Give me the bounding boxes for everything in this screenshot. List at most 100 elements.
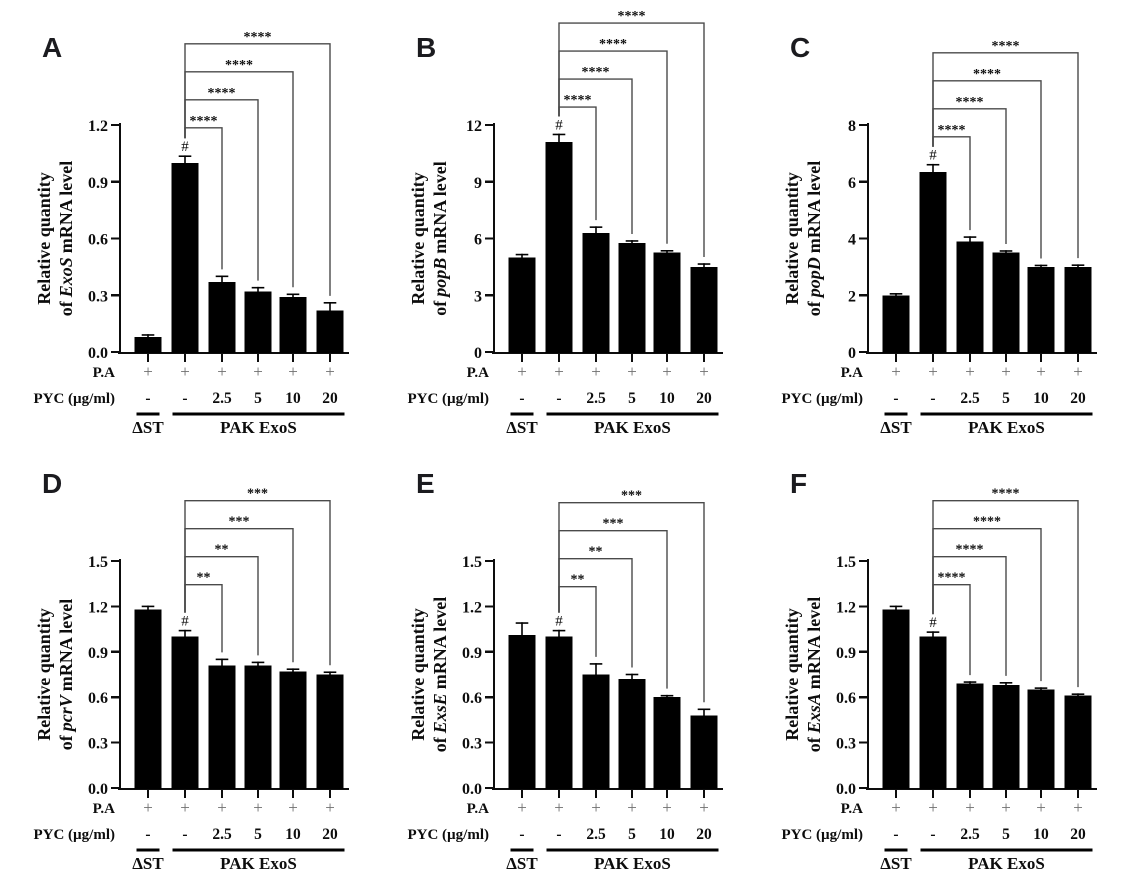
significance-bracket	[932, 527, 1042, 682]
y-tick-label: 1.2	[88, 118, 108, 135]
pa-value: +	[288, 798, 298, 817]
pyc-value: 2.5	[586, 390, 606, 407]
y-tick-label: 0.0	[88, 781, 108, 798]
y-tick-label: 0.9	[836, 645, 856, 662]
y-axis-label-line2: of ExoS mRNA level	[56, 161, 76, 317]
pyc-value: 20	[322, 390, 338, 407]
significance-label: ****	[992, 487, 1020, 502]
y-axis-label-tail: mRNA level	[804, 161, 824, 253]
y-axis-label-line2: of ExsA mRNA level	[804, 597, 824, 753]
significance-bracket	[558, 50, 668, 244]
pyc-value: 10	[659, 390, 675, 407]
pyc-value: 20	[1070, 826, 1086, 843]
significance-label: ****	[973, 515, 1001, 530]
y-axis-label-line1: Relative quantity	[408, 608, 428, 741]
pyc-value: 5	[254, 826, 262, 843]
pa-value: +	[217, 798, 227, 817]
pa-value: +	[143, 798, 153, 817]
hash-marker: #	[181, 614, 189, 630]
bar	[316, 310, 344, 353]
chart-panel-a: A Relative quantity of ExoS mRNA level 0.0 0.3…	[0, 0, 374, 436]
pyc-row-label: PYC (µg/ml)	[407, 827, 489, 843]
y-tick-label: 0.0	[88, 345, 108, 362]
bar	[992, 252, 1020, 353]
panel-letter: C	[790, 32, 810, 63]
pa-value: +	[591, 362, 601, 381]
significance-label: ***	[603, 517, 624, 532]
pyc-value: 10	[1033, 826, 1049, 843]
y-tick-label: 4	[848, 232, 856, 249]
pyc-value: 20	[322, 826, 338, 843]
y-tick-label: 0.9	[462, 645, 482, 662]
pyc-value: 5	[1002, 826, 1010, 843]
y-axis-label-line2: ofpopB mRNA level	[430, 161, 450, 316]
significance-label: ****	[190, 114, 218, 129]
pyc-value: 2.5	[960, 826, 980, 843]
bar	[279, 297, 307, 353]
hash-marker: #	[181, 139, 189, 155]
y-axis-label-line2: ofpopD mRNA level	[804, 161, 824, 316]
bar	[171, 162, 199, 353]
pyc-value: -	[893, 826, 898, 843]
panel-letter: E	[416, 468, 435, 499]
bar	[208, 282, 236, 353]
pa-value: +	[965, 798, 975, 817]
pyc-value: -	[556, 390, 561, 407]
pyc-value: -	[930, 390, 935, 407]
bar	[919, 636, 947, 789]
significance-label: ****	[938, 123, 966, 138]
y-tick-label: 8	[848, 118, 856, 135]
pa-row-label: P.A	[467, 801, 490, 817]
pyc-value: 5	[628, 826, 636, 843]
pa-value: +	[1073, 362, 1083, 381]
pyc-value: 2.5	[960, 390, 980, 407]
y-tick-label: 0	[848, 345, 856, 362]
pyc-value: -	[145, 826, 150, 843]
bar	[279, 671, 307, 789]
significance-label: ****	[973, 67, 1001, 82]
group-label: ΔST	[132, 854, 164, 872]
pa-row-label: P.A	[93, 365, 116, 381]
pyc-value: -	[930, 826, 935, 843]
group-label: PAK ExoS	[220, 854, 297, 872]
pyc-value: -	[145, 390, 150, 407]
significance-label: ****	[208, 86, 236, 101]
bar	[1027, 689, 1055, 789]
significance-bracket	[932, 52, 1079, 259]
pyc-row-label: PYC (µg/ml)	[781, 827, 863, 843]
y-axis-label-line1: Relative quantity	[34, 608, 54, 741]
bar	[134, 336, 162, 353]
significance-label: ****	[582, 65, 610, 80]
significance-bracket	[184, 499, 331, 666]
bar	[545, 142, 573, 353]
pyc-value: 10	[285, 390, 301, 407]
gene-name: ExsE	[430, 693, 450, 734]
significance-bracket	[932, 80, 1042, 259]
pa-value: +	[891, 798, 901, 817]
group-label: PAK ExoS	[594, 854, 671, 872]
significance-bracket	[184, 71, 294, 288]
hash-marker: #	[929, 615, 937, 631]
pyc-value: 2.5	[586, 826, 606, 843]
significance-label: ****	[225, 58, 253, 73]
y-axis-label-line1: Relative quantity	[782, 608, 802, 741]
y-axis-label-tail: mRNA level	[56, 161, 76, 253]
pyc-row-label: PYC (µg/ml)	[781, 391, 863, 407]
significance-bracket	[558, 529, 668, 689]
y-tick-label: 6	[848, 175, 856, 192]
significance-label: ***	[247, 487, 268, 502]
y-axis-label-of: of	[430, 300, 450, 316]
pyc-value: -	[519, 390, 524, 407]
significance-label: ****	[956, 543, 984, 558]
pa-value: +	[1001, 798, 1011, 817]
significance-bracket	[932, 499, 1079, 688]
bar	[1064, 695, 1092, 789]
pyc-value: -	[519, 826, 524, 843]
panel-letter: D	[42, 468, 62, 499]
group-label: ΔST	[506, 854, 538, 872]
gene-name: popB	[430, 258, 450, 299]
y-axis-label-line1: Relative quantity	[408, 172, 428, 305]
y-axis-label-of: of	[804, 736, 824, 752]
